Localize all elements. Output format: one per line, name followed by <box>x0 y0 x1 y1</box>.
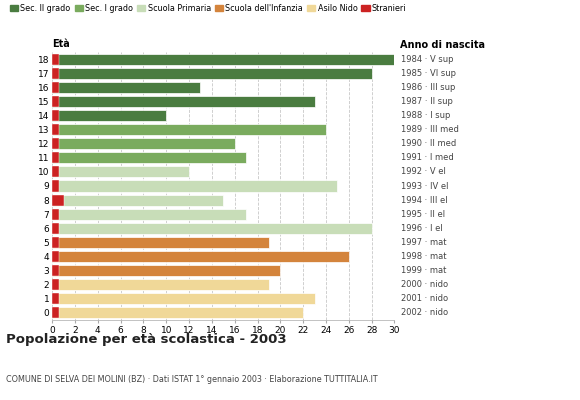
Text: 2001 · nido: 2001 · nido <box>401 294 448 303</box>
Text: 2002 · nido: 2002 · nido <box>401 308 448 318</box>
Text: 1989 · III med: 1989 · III med <box>401 125 459 134</box>
Bar <box>52 110 166 121</box>
Text: 1986 · III sup: 1986 · III sup <box>401 83 456 92</box>
Bar <box>52 96 314 107</box>
Bar <box>52 308 59 318</box>
Text: 1992 · V el: 1992 · V el <box>401 167 446 176</box>
Bar <box>52 293 314 304</box>
Bar <box>52 237 59 248</box>
Text: 1985 · VI sup: 1985 · VI sup <box>401 69 456 78</box>
Text: Età: Età <box>52 39 70 49</box>
Bar <box>52 265 59 276</box>
Bar <box>52 180 59 192</box>
Bar <box>52 82 59 93</box>
Bar <box>52 152 59 163</box>
Text: 1995 · II el: 1995 · II el <box>401 210 445 219</box>
Bar <box>52 180 338 192</box>
Text: 1991 · I med: 1991 · I med <box>401 153 454 162</box>
Bar <box>52 124 59 135</box>
Bar <box>52 54 394 64</box>
Bar <box>52 251 349 262</box>
Bar <box>52 279 269 290</box>
Bar <box>52 237 269 248</box>
Bar <box>52 209 59 220</box>
Bar <box>52 166 59 177</box>
Bar <box>52 68 372 79</box>
Bar <box>52 223 372 234</box>
Bar <box>52 265 280 276</box>
Bar <box>52 223 59 234</box>
Text: Popolazione per età scolastica - 2003: Popolazione per età scolastica - 2003 <box>6 333 287 346</box>
Text: 1994 · III el: 1994 · III el <box>401 196 448 205</box>
Text: 1997 · mat: 1997 · mat <box>401 238 447 247</box>
Text: 1993 · IV el: 1993 · IV el <box>401 182 449 190</box>
Text: 1987 · II sup: 1987 · II sup <box>401 97 453 106</box>
Bar <box>52 124 326 135</box>
Text: Anno di nascita: Anno di nascita <box>400 40 485 50</box>
Bar <box>52 96 59 107</box>
Legend: Sec. II grado, Sec. I grado, Scuola Primaria, Scuola dell'Infanzia, Asilo Nido, : Sec. II grado, Sec. I grado, Scuola Prim… <box>10 4 407 13</box>
Bar <box>52 195 64 206</box>
Bar <box>52 308 303 318</box>
Text: 1990 · II med: 1990 · II med <box>401 139 456 148</box>
Text: 1996 · I el: 1996 · I el <box>401 224 443 233</box>
Bar <box>52 195 223 206</box>
Bar <box>52 293 59 304</box>
Text: 1999 · mat: 1999 · mat <box>401 266 447 275</box>
Bar <box>52 279 59 290</box>
Bar <box>52 251 59 262</box>
Bar <box>52 82 201 93</box>
Bar <box>52 209 246 220</box>
Bar <box>52 68 59 79</box>
Bar <box>52 166 189 177</box>
Bar <box>52 138 59 149</box>
Text: 1984 · V sup: 1984 · V sup <box>401 54 454 64</box>
Text: 1988 · I sup: 1988 · I sup <box>401 111 451 120</box>
Text: 1998 · mat: 1998 · mat <box>401 252 447 261</box>
Bar <box>52 138 235 149</box>
Bar <box>52 54 59 64</box>
Bar <box>52 152 246 163</box>
Text: 2000 · nido: 2000 · nido <box>401 280 448 289</box>
Bar <box>52 110 59 121</box>
Text: COMUNE DI SELVA DEI MOLINI (BZ) · Dati ISTAT 1° gennaio 2003 · Elaborazione TUTT: COMUNE DI SELVA DEI MOLINI (BZ) · Dati I… <box>6 375 378 384</box>
